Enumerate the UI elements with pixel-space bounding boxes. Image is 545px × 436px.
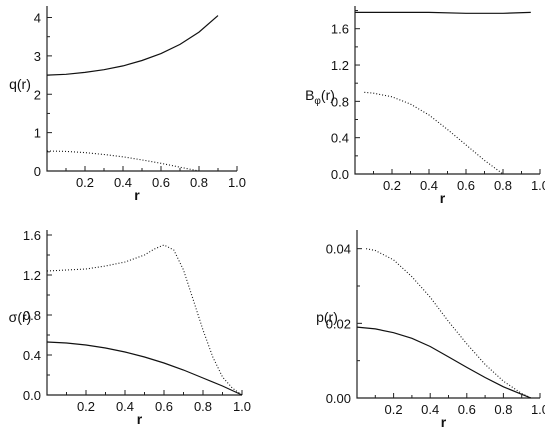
p-x-tick-label: 0.6 xyxy=(458,402,476,417)
p-y-tick-label: 0.00 xyxy=(326,391,351,406)
q-x-tick-label: 0.8 xyxy=(190,175,208,190)
b-y-axis-label-tail: (r) xyxy=(321,87,335,103)
b-y-tick-label: 1.6 xyxy=(331,22,349,37)
sigma-y-tick-label: 1.6 xyxy=(23,228,41,243)
sigma-y-tick-label: 0.8 xyxy=(23,308,41,323)
b-series-solid xyxy=(355,11,531,14)
sigma-x-tick-label: 0.6 xyxy=(155,399,173,414)
sigma-x-tick-label: 0.8 xyxy=(194,399,212,414)
sigma-x-tick-label: 1.0 xyxy=(233,399,251,414)
panel-q: 0.2 0.4 0.6 0.8 1.0 r 0 1 2 3 4 q(r) xyxy=(9,6,246,203)
p-axes xyxy=(356,230,540,399)
q-y-tick-label: 4 xyxy=(34,11,41,26)
sigma-y-tick-label: 1.2 xyxy=(23,268,41,283)
b-x-axis-label: r xyxy=(440,190,446,206)
b-y-tick-label: 0.4 xyxy=(331,131,349,146)
b-x-tick-label: 0.8 xyxy=(494,178,512,193)
q-y-axis-label: q(r) xyxy=(9,76,31,92)
p-x-tick-label: 0.8 xyxy=(494,402,512,417)
sigma-x-axis-label: r xyxy=(137,411,143,427)
b-x-tick-label: 0.2 xyxy=(383,178,401,193)
b-y-tick-label: 0.8 xyxy=(331,94,349,109)
b-y-axis-label-main: B xyxy=(305,87,314,103)
panel-b: 0.2 0.4 0.6 0.8 1.0 r 0.0 0.4 0.8 1.2 1.6 Bφ(r) xyxy=(305,6,545,206)
p-x-axis-label: r xyxy=(441,414,447,430)
b-axes xyxy=(354,6,540,175)
b-y-axis-label: Bφ(r) xyxy=(305,87,335,107)
p-x-tick-label: 0.4 xyxy=(421,402,439,417)
q-x-axis-label: r xyxy=(134,187,140,203)
b-y-axis-label-subscript: φ xyxy=(314,96,321,107)
p-x-tick-label: 0.2 xyxy=(385,402,403,417)
q-x-tick-label: 0.2 xyxy=(76,175,94,190)
b-x-tick-label: 0.4 xyxy=(420,178,438,193)
sigma-series-dotted xyxy=(46,244,243,396)
q-y-tick-label: 1 xyxy=(34,126,41,141)
q-x-tick-label: 0.4 xyxy=(114,175,132,190)
p-series-dotted xyxy=(365,248,532,399)
q-series-solid xyxy=(46,15,219,76)
p-series-solid xyxy=(356,326,532,399)
q-y-tick-label: 3 xyxy=(34,49,41,64)
p-y-tick-label: 0.02 xyxy=(326,316,351,331)
sigma-x-tick-label: 0.2 xyxy=(77,399,95,414)
p-y-axis-label: p(r) xyxy=(316,309,338,325)
sigma-y-axis-label: σ(r) xyxy=(9,309,32,325)
p-x-tick-label: 1.0 xyxy=(531,402,545,417)
q-y-tick-label: 0 xyxy=(34,164,41,179)
b-x-tick-label: 0.6 xyxy=(457,178,475,193)
sigma-series-solid xyxy=(46,341,243,396)
q-axes xyxy=(46,6,237,172)
q-x-tick-label: 1.0 xyxy=(228,175,246,190)
p-y-tick-label: 0.04 xyxy=(326,242,351,257)
sigma-y-tick-label: 0.0 xyxy=(23,388,41,403)
panel-sigma: 0.2 0.4 0.6 0.8 1.0 r 0.0 0.4 0.8 1.2 1.6 σ(r) xyxy=(9,228,251,427)
b-y-tick-label: 1.2 xyxy=(331,58,349,73)
b-x-tick-label: 1.0 xyxy=(531,178,545,193)
b-series-dotted xyxy=(364,91,504,175)
sigma-y-tick-label: 0.4 xyxy=(23,348,41,363)
q-y-tick-label: 2 xyxy=(34,87,41,102)
q-x-tick-label: 0.6 xyxy=(152,175,170,190)
sigma-x-tick-label: 0.4 xyxy=(116,399,134,414)
b-y-tick-label: 0.0 xyxy=(331,167,349,182)
panel-p: 0.2 0.4 0.6 0.8 1.0 r 0.00 0.02 0.04 p(r) xyxy=(316,230,545,430)
